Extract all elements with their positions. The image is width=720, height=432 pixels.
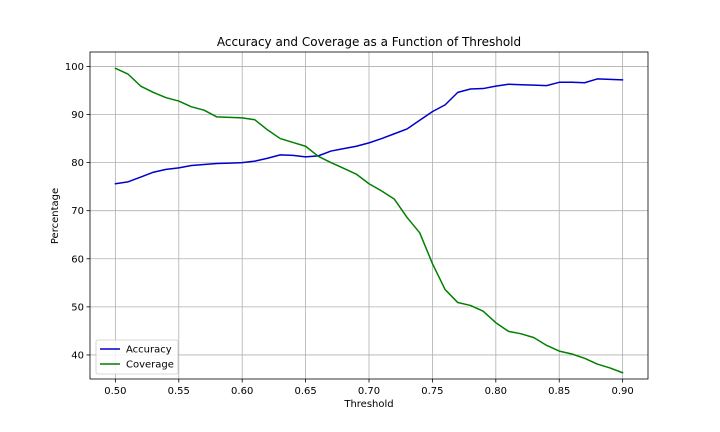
x-axis-title: Threshold	[343, 399, 393, 410]
legend-label-accuracy: Accuracy	[126, 345, 172, 356]
y-axis-title: Percentage	[50, 188, 61, 244]
legend-label-coverage: Coverage	[126, 360, 174, 371]
x-tick-label: 0.50	[104, 386, 126, 397]
x-tick-label: 0.85	[548, 386, 570, 397]
series-layer	[114, 67, 624, 374]
x-tick-label: 0.65	[294, 386, 316, 397]
x-tick-label: 0.70	[358, 386, 380, 397]
x-tick-label: 0.90	[612, 386, 634, 397]
x-tick-label: 0.75	[421, 386, 443, 397]
y-tick-label: 80	[71, 158, 84, 169]
y-axis: 40 50 60 70 80 90 100	[65, 62, 90, 361]
grid	[90, 52, 648, 379]
series-line-coverage	[114, 67, 624, 374]
x-tick-label: 0.80	[485, 386, 507, 397]
series-line-accuracy	[114, 78, 624, 185]
x-axis: 0.50 0.55 0.60 0.65 0.70 0.75 0.80 0.85 0.90	[104, 379, 634, 397]
chart-title: Accuracy and Coverage as a Function of T…	[217, 35, 521, 49]
y-tick-label: 40	[71, 350, 84, 361]
y-tick-label: 90	[71, 110, 84, 121]
legend: Accuracy Coverage	[95, 339, 179, 375]
y-tick-label: 60	[71, 254, 84, 265]
y-tick-label: 50	[71, 302, 84, 313]
y-tick-label: 70	[71, 206, 84, 217]
x-tick-label: 0.55	[168, 386, 190, 397]
x-tick-label: 0.60	[231, 386, 253, 397]
y-tick-label: 100	[65, 62, 84, 73]
